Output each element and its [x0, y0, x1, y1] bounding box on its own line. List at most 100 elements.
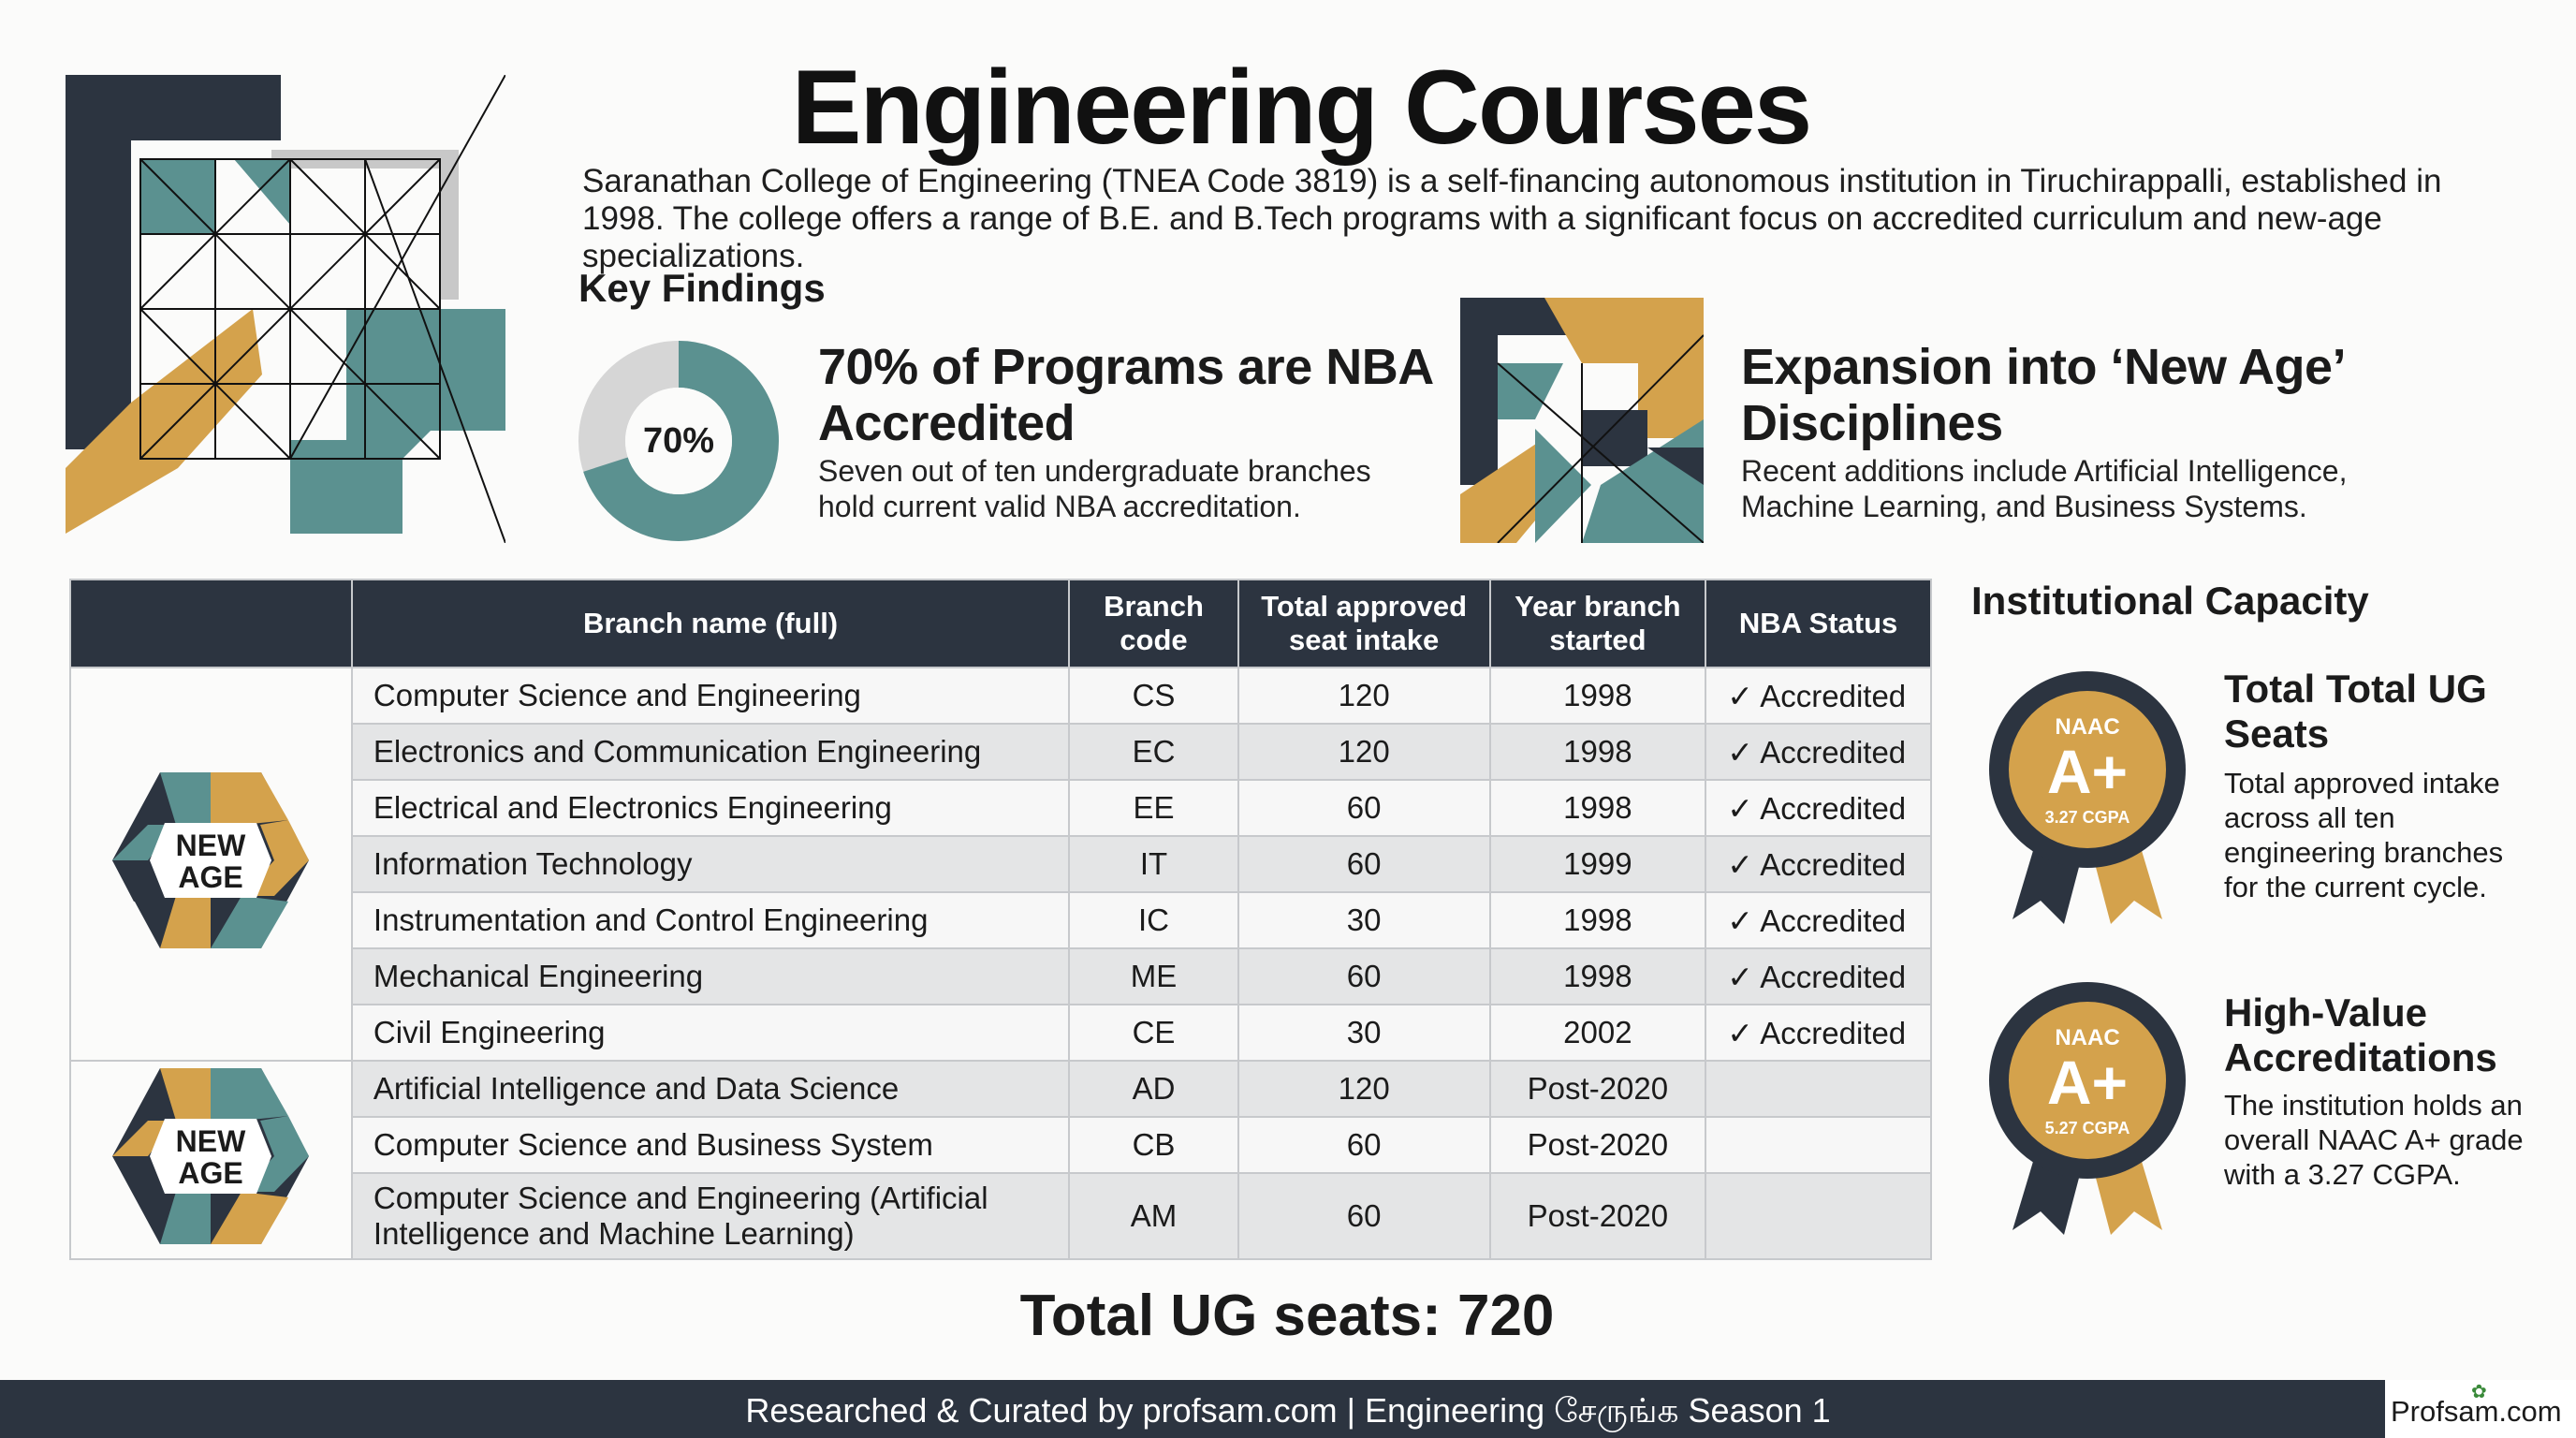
table-row: Civil Engineering CE 30 2002 ✓ Accredite…: [70, 1004, 1932, 1062]
cell-year: 1998: [1488, 779, 1707, 837]
cell-branch-code: CS: [1068, 667, 1239, 725]
capacity-card1-body: Total approved intake across all ten eng…: [2224, 767, 2504, 903]
total-seats: Total UG seats: 720: [1019, 1284, 1555, 1348]
geometric-logo-icon: [66, 75, 505, 543]
cell-seats: 30: [1237, 891, 1491, 949]
cell-branch-name: Instrumentation and Control Engineering: [350, 891, 1071, 949]
brand-logo-icon: ✿: [2471, 1382, 2487, 1402]
cell-branch-code: IT: [1068, 835, 1239, 893]
cell-branch-name: Artificial Intelligence and Data Science: [350, 1060, 1071, 1118]
donut-label: 70%: [643, 421, 714, 461]
cell-seats: 60: [1237, 947, 1491, 1005]
new-age-line1: NEW: [176, 1124, 246, 1158]
new-age-hexagon-icon: NEW AGE: [112, 1068, 310, 1244]
cell-nba-status: ✓ Accredited: [1705, 947, 1932, 1005]
cell-nba-status: ✓ Accredited: [1705, 835, 1932, 893]
cell-seats: 60: [1237, 1116, 1491, 1174]
cell-nba-status: [1705, 1116, 1932, 1174]
table-row: Computer Science and Business System CB …: [70, 1116, 1932, 1174]
group-badge-cell: NEW AGE: [69, 1060, 353, 1260]
capacity-heading: Institutional Capacity: [1971, 579, 2369, 623]
cell-seats: 60: [1237, 1172, 1491, 1260]
cell-seats: 120: [1237, 667, 1491, 725]
table-row: Electronics and Communication Engineerin…: [70, 723, 1932, 781]
cell-branch-code: CB: [1068, 1116, 1239, 1174]
cell-branch-code: CE: [1068, 1004, 1239, 1062]
badge2-top-text: NAAC: [2055, 1025, 2119, 1050]
intro-paragraph: Saranathan College of Engineering (TNEA …: [582, 163, 2442, 274]
header-nba-status: NBA Status: [1705, 579, 1932, 668]
table-row: Electrical and Electronics Engineering E…: [70, 779, 1932, 837]
table-row: NEW AGE Artificial Intelligence and Data…: [69, 1060, 1932, 1260]
cell-seats: 120: [1237, 1060, 1491, 1118]
accreditation-donut-chart: 70%: [578, 341, 779, 541]
table-row: Mechanical Engineering ME 60 1998 ✓ Accr…: [70, 947, 1932, 1005]
footer-credit: Researched & Curated by profsam.com | En…: [745, 1391, 1831, 1430]
badge1-top-text: NAAC: [2055, 714, 2119, 740]
naac-badge-icon: NAAC A+ 5.27 CGPA: [1989, 982, 2186, 1235]
donut-fill-arc: [578, 341, 779, 541]
new-age-geometric-icon: [1460, 298, 1704, 543]
badge1-grade: A+: [2047, 737, 2128, 806]
header-empty: [69, 579, 353, 668]
cell-nba-status: ✓ Accredited: [1705, 779, 1932, 837]
capacity-card1-heading: Total Total UG Seats: [2224, 667, 2487, 756]
new-age-line2: AGE: [179, 1156, 243, 1190]
header-branch-code: Branch code: [1068, 579, 1239, 668]
new-age-line1: NEW: [176, 829, 246, 862]
cell-nba-status: ✓ Accredited: [1705, 667, 1932, 725]
cell-nba-status: [1705, 1060, 1932, 1118]
cell-seats: 60: [1237, 835, 1491, 893]
cell-seats: 60: [1237, 779, 1491, 837]
cell-branch-name: Information Technology: [350, 835, 1071, 893]
header-year-started: Year branch started: [1488, 579, 1707, 668]
capacity-card2-body: The institution holds an overall NAAC A+…: [2224, 1089, 2524, 1191]
brand-box: [2385, 1380, 2576, 1438]
header-branch-name: Branch name (full): [350, 579, 1071, 668]
badge2-grade: A+: [2047, 1048, 2128, 1117]
cell-branch-code: EE: [1068, 779, 1239, 837]
cell-branch-name: Computer Science and Engineering: [350, 667, 1071, 725]
table-row: Computer Science and Engineering (Artifi…: [70, 1172, 1932, 1260]
new-age-hexagon-icon: NEW AGE: [112, 772, 310, 948]
header-seat-intake: Total approved seat intake: [1237, 579, 1491, 668]
brand-text[interactable]: Profsam.com: [2391, 1395, 2562, 1428]
cell-year: 1999: [1488, 835, 1707, 893]
naac-badge-icon: NAAC A+ 3.27 CGPA: [1989, 671, 2186, 924]
table-row: Information Technology IT 60 1999 ✓ Accr…: [70, 835, 1932, 893]
cell-branch-name: Civil Engineering: [350, 1004, 1071, 1062]
badge2-sub: 5.27 CGPA: [2045, 1119, 2130, 1137]
group-badge-cell: NEW AGE: [69, 667, 353, 1062]
footer-bar: [0, 1380, 2576, 1438]
cell-year: 1998: [1488, 891, 1707, 949]
key-findings-heading: Key Findings: [578, 266, 826, 310]
cell-branch-code: ME: [1068, 947, 1239, 1005]
finding2-body: Recent additions include Artificial Inte…: [1741, 454, 2348, 523]
cell-branch-name: Computer Science and Business System: [350, 1116, 1071, 1174]
cell-branch-name: Mechanical Engineering: [350, 947, 1071, 1005]
cell-year: 1998: [1488, 723, 1707, 781]
cell-branch-name: Electronics and Communication Engineerin…: [350, 723, 1071, 781]
cell-year: Post-2020: [1488, 1116, 1707, 1174]
cell-year: Post-2020: [1488, 1060, 1707, 1118]
cell-branch-code: AD: [1068, 1060, 1239, 1118]
cell-nba-status: ✓ Accredited: [1705, 891, 1932, 949]
cell-nba-status: [1705, 1172, 1932, 1260]
finding2-heading: Expansion into ‘New Age’ Disciplines: [1741, 339, 2344, 451]
cell-year: 1998: [1488, 667, 1707, 725]
cell-branch-code: AM: [1068, 1172, 1239, 1260]
badge1-sub: 3.27 CGPA: [2045, 808, 2130, 827]
finding1-body: Seven out of ten undergraduate branches …: [818, 454, 1371, 523]
cell-branch-code: IC: [1068, 891, 1239, 949]
cell-branch-code: EC: [1068, 723, 1239, 781]
cell-year: Post-2020: [1488, 1172, 1707, 1260]
cell-year: 1998: [1488, 947, 1707, 1005]
cell-branch-name: Computer Science and Engineering (Artifi…: [350, 1172, 1071, 1260]
cell-seats: 30: [1237, 1004, 1491, 1062]
table-header-row: Branch name (full) Branch code Total app…: [69, 579, 1932, 668]
cell-branch-name: Electrical and Electronics Engineering: [350, 779, 1071, 837]
branch-table: Branch name (full) Branch code Total app…: [69, 579, 1932, 1260]
cell-nba-status: ✓ Accredited: [1705, 723, 1932, 781]
cell-seats: 120: [1237, 723, 1491, 781]
page-title: Engineering Courses: [791, 49, 1812, 166]
